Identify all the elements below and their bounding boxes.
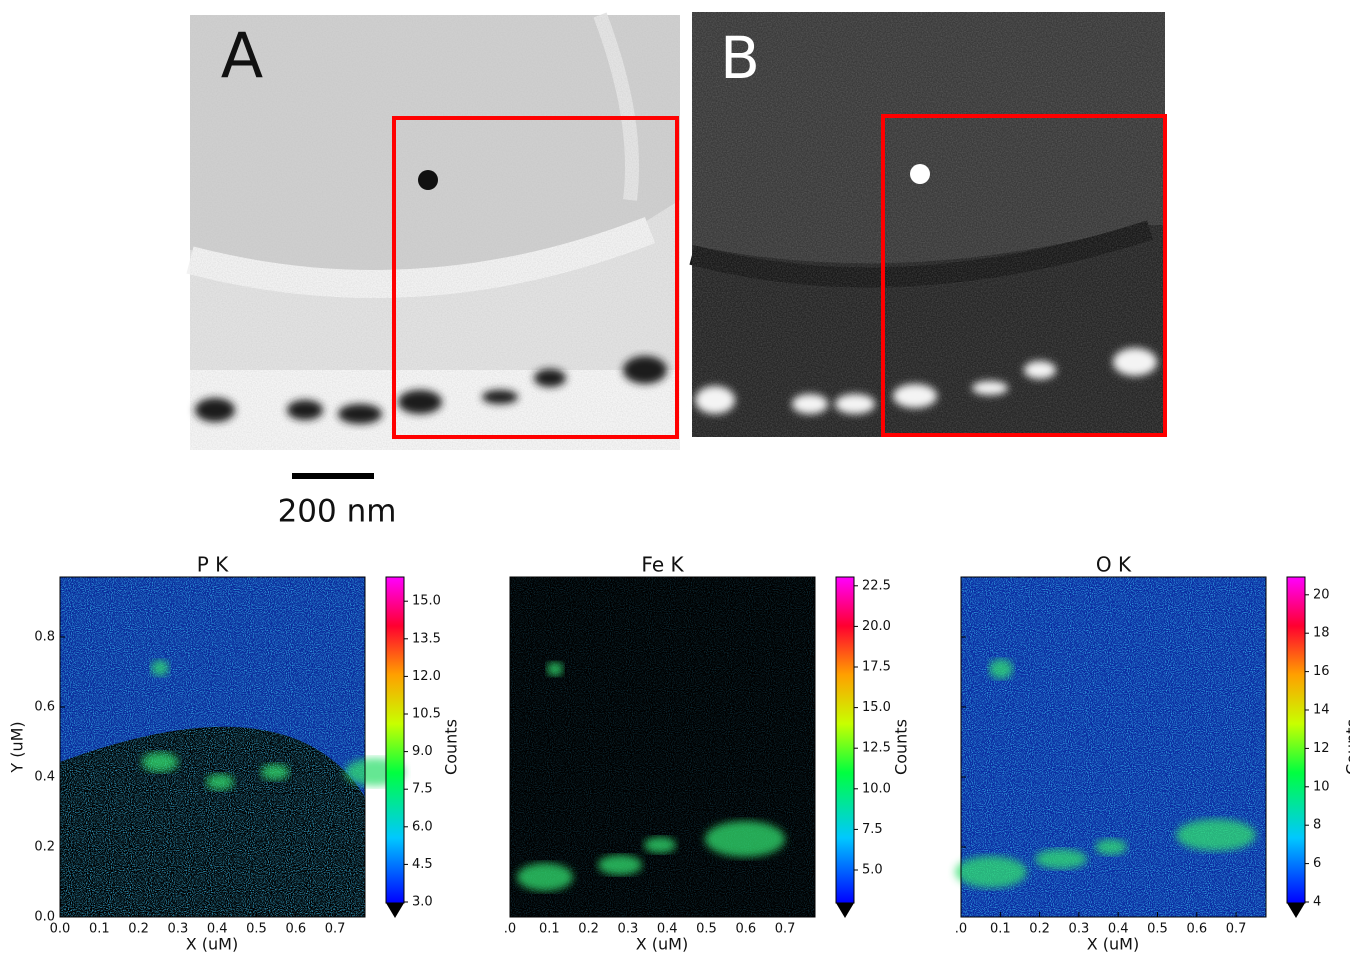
colorbar-label: Counts bbox=[892, 719, 911, 775]
micrograph-b bbox=[692, 12, 1165, 437]
colorbar-tick-label: 12.0 bbox=[412, 669, 441, 684]
colorbar-tick-label: 22.5 bbox=[862, 578, 891, 593]
panel-label: A bbox=[221, 19, 263, 92]
colorbar-tick-label: 4.5 bbox=[412, 857, 433, 872]
colorbar-tick-label: 10.5 bbox=[412, 707, 441, 722]
x-axis-label: X (uM) bbox=[636, 935, 688, 954]
x-tick-label: 0.5 bbox=[696, 922, 717, 937]
colorbar-tick-label: 6.0 bbox=[412, 819, 433, 834]
panel-label: B bbox=[720, 24, 760, 92]
micrograph-a bbox=[190, 15, 680, 450]
colorbar-tick-label: 7.5 bbox=[862, 822, 883, 837]
y-tick-label: 0.4 bbox=[34, 770, 55, 785]
x-tick-label: 0.2 bbox=[1029, 922, 1050, 937]
colorbar-extend bbox=[836, 903, 854, 918]
colorbar-tick-label: 12.5 bbox=[862, 741, 891, 756]
x-tick-label: 0.7 bbox=[775, 922, 796, 937]
x-axis-label: X (uM) bbox=[186, 935, 238, 954]
x-tick-label: 0.1 bbox=[990, 922, 1011, 937]
map-noise bbox=[60, 577, 365, 917]
colorbar-tick-label: 15.0 bbox=[412, 594, 441, 609]
map-hotspot bbox=[955, 856, 1027, 888]
colorbar-tick-label: 10.0 bbox=[862, 781, 891, 796]
colorbar bbox=[386, 577, 404, 903]
map-title: P K bbox=[197, 553, 229, 577]
x-tick-label: 0.6 bbox=[1186, 922, 1207, 937]
map-hotspot bbox=[1176, 819, 1256, 851]
y-axis-label: Y (uM) bbox=[8, 721, 27, 773]
colorbar-label: Counts bbox=[1343, 719, 1350, 775]
x-axis-label: X (uM) bbox=[1087, 935, 1139, 954]
colorbar-tick-label: 4 bbox=[1313, 895, 1321, 910]
colorbar bbox=[1287, 577, 1305, 903]
x-tick-label: 0.5 bbox=[246, 922, 267, 937]
x-tick-label: .0 bbox=[504, 922, 516, 937]
colorbar-tick-label: 20.0 bbox=[862, 619, 891, 634]
colorbar-tick-label: 20 bbox=[1313, 587, 1330, 602]
y-tick-label: 0.8 bbox=[34, 630, 55, 645]
map-hotspot bbox=[644, 837, 676, 853]
colorbar-tick-label: 10 bbox=[1313, 779, 1330, 794]
map-hotspot bbox=[261, 764, 289, 780]
colorbar-label: Counts bbox=[442, 719, 461, 775]
x-tick-label: 0.5 bbox=[1147, 922, 1168, 937]
colorbar-tick-label: 13.5 bbox=[412, 631, 441, 646]
colorbar-tick-label: 6 bbox=[1313, 856, 1321, 871]
colorbar-tick-label: 3.0 bbox=[412, 895, 433, 910]
colorbar-tick-label: 8 bbox=[1313, 818, 1321, 833]
x-tick-label: 0.7 bbox=[1226, 922, 1247, 937]
colorbar-tick-label: 12 bbox=[1313, 741, 1330, 756]
map-hotspot bbox=[142, 752, 178, 772]
colorbar-tick-label: 14 bbox=[1313, 703, 1330, 718]
map-hotspot bbox=[1035, 849, 1087, 869]
map-hotspot bbox=[517, 863, 573, 891]
map-hotspot bbox=[598, 855, 642, 875]
x-tick-label: .0 bbox=[955, 922, 967, 937]
map-hotspot bbox=[1095, 839, 1127, 855]
colorbar-tick-label: 15.0 bbox=[862, 700, 891, 715]
map-hotspot bbox=[705, 821, 785, 857]
figure: A B 200 nm P K0.00.10.20.30.40.50.60.7X … bbox=[0, 0, 1350, 954]
x-tick-label: 0.7 bbox=[325, 922, 346, 937]
colorbar-tick-label: 16 bbox=[1313, 664, 1330, 679]
x-tick-label: 0.6 bbox=[735, 922, 756, 937]
x-tick-label: 0.2 bbox=[578, 922, 599, 937]
x-tick-label: 0.1 bbox=[539, 922, 560, 937]
map-hotspot bbox=[547, 662, 563, 676]
y-tick-label: 0.2 bbox=[34, 840, 55, 855]
page: {"panels":[{"label":"A"},{"label":"B"}],… bbox=[0, 0, 1350, 954]
y-tick-label: 0.6 bbox=[34, 700, 55, 715]
colorbar-tick-label: 9.0 bbox=[412, 744, 433, 759]
colorbar-tick-label: 7.5 bbox=[412, 782, 433, 797]
colorbar-extend bbox=[386, 903, 404, 918]
map-hotspot bbox=[151, 660, 169, 676]
colorbar-tick-label: 5.0 bbox=[862, 863, 883, 878]
map-hotspot bbox=[989, 659, 1013, 679]
map-title: Fe K bbox=[641, 553, 684, 577]
x-tick-label: 0.1 bbox=[89, 922, 110, 937]
x-tick-label: 0.6 bbox=[285, 922, 306, 937]
colorbar-tick-label: 18 bbox=[1313, 626, 1330, 641]
colorbar-extend bbox=[1287, 903, 1305, 918]
scale-bar-label: 200 nm bbox=[278, 494, 397, 530]
x-tick-label: 0.2 bbox=[128, 922, 149, 937]
colorbar-tick-label: 17.5 bbox=[862, 660, 891, 675]
map-title: O K bbox=[1096, 553, 1132, 577]
colorbar bbox=[836, 577, 854, 903]
map-hotspot bbox=[206, 774, 234, 790]
y-tick-label: 0.0 bbox=[34, 910, 55, 925]
